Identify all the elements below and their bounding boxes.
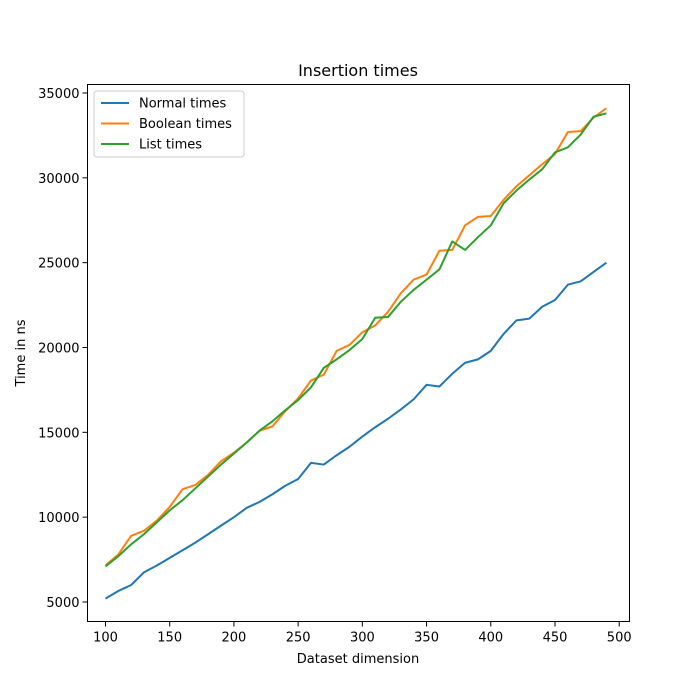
series-line-list-times xyxy=(104,112,607,568)
y-tick-label: 5000 xyxy=(46,596,79,611)
x-tick-label: 250 xyxy=(286,631,311,646)
legend-label: Boolean times xyxy=(139,117,232,132)
x-tick-label: 450 xyxy=(543,631,568,646)
series-line-boolean-times xyxy=(104,107,607,567)
y-tick-label: 30000 xyxy=(38,172,79,187)
x-tick-label: 200 xyxy=(222,631,247,646)
x-axis-label: Dataset dimension xyxy=(297,652,419,667)
y-tick-label: 20000 xyxy=(38,341,79,356)
x-axis-ticks: 100 150 200 250 300 350 400 450 500 xyxy=(93,621,632,646)
y-tick-label: 15000 xyxy=(38,426,79,441)
x-tick-label: 350 xyxy=(414,631,439,646)
y-axis-label: Time in ns xyxy=(14,319,29,387)
plot-area-frame xyxy=(87,84,630,622)
y-tick-label: 10000 xyxy=(38,511,79,526)
y-tick-label: 25000 xyxy=(38,257,79,272)
legend: Normal times Boolean times List times xyxy=(93,90,245,158)
series-line-normal-times xyxy=(104,261,607,600)
x-tick-label: 300 xyxy=(350,631,375,646)
x-tick-label: 150 xyxy=(157,631,182,646)
x-tick-label: 400 xyxy=(478,631,503,646)
chart-title: Insertion times xyxy=(298,61,418,80)
legend-label: Normal times xyxy=(139,97,227,112)
x-tick-label: 500 xyxy=(607,631,632,646)
y-axis-ticks: 5000 10000 15000 20000 25000 30000 35000 xyxy=(38,87,88,611)
legend-label: List times xyxy=(139,138,202,153)
y-tick-label: 35000 xyxy=(38,87,79,102)
legend-box xyxy=(93,90,245,158)
x-tick-label: 100 xyxy=(93,631,118,646)
series-lines xyxy=(104,107,607,600)
